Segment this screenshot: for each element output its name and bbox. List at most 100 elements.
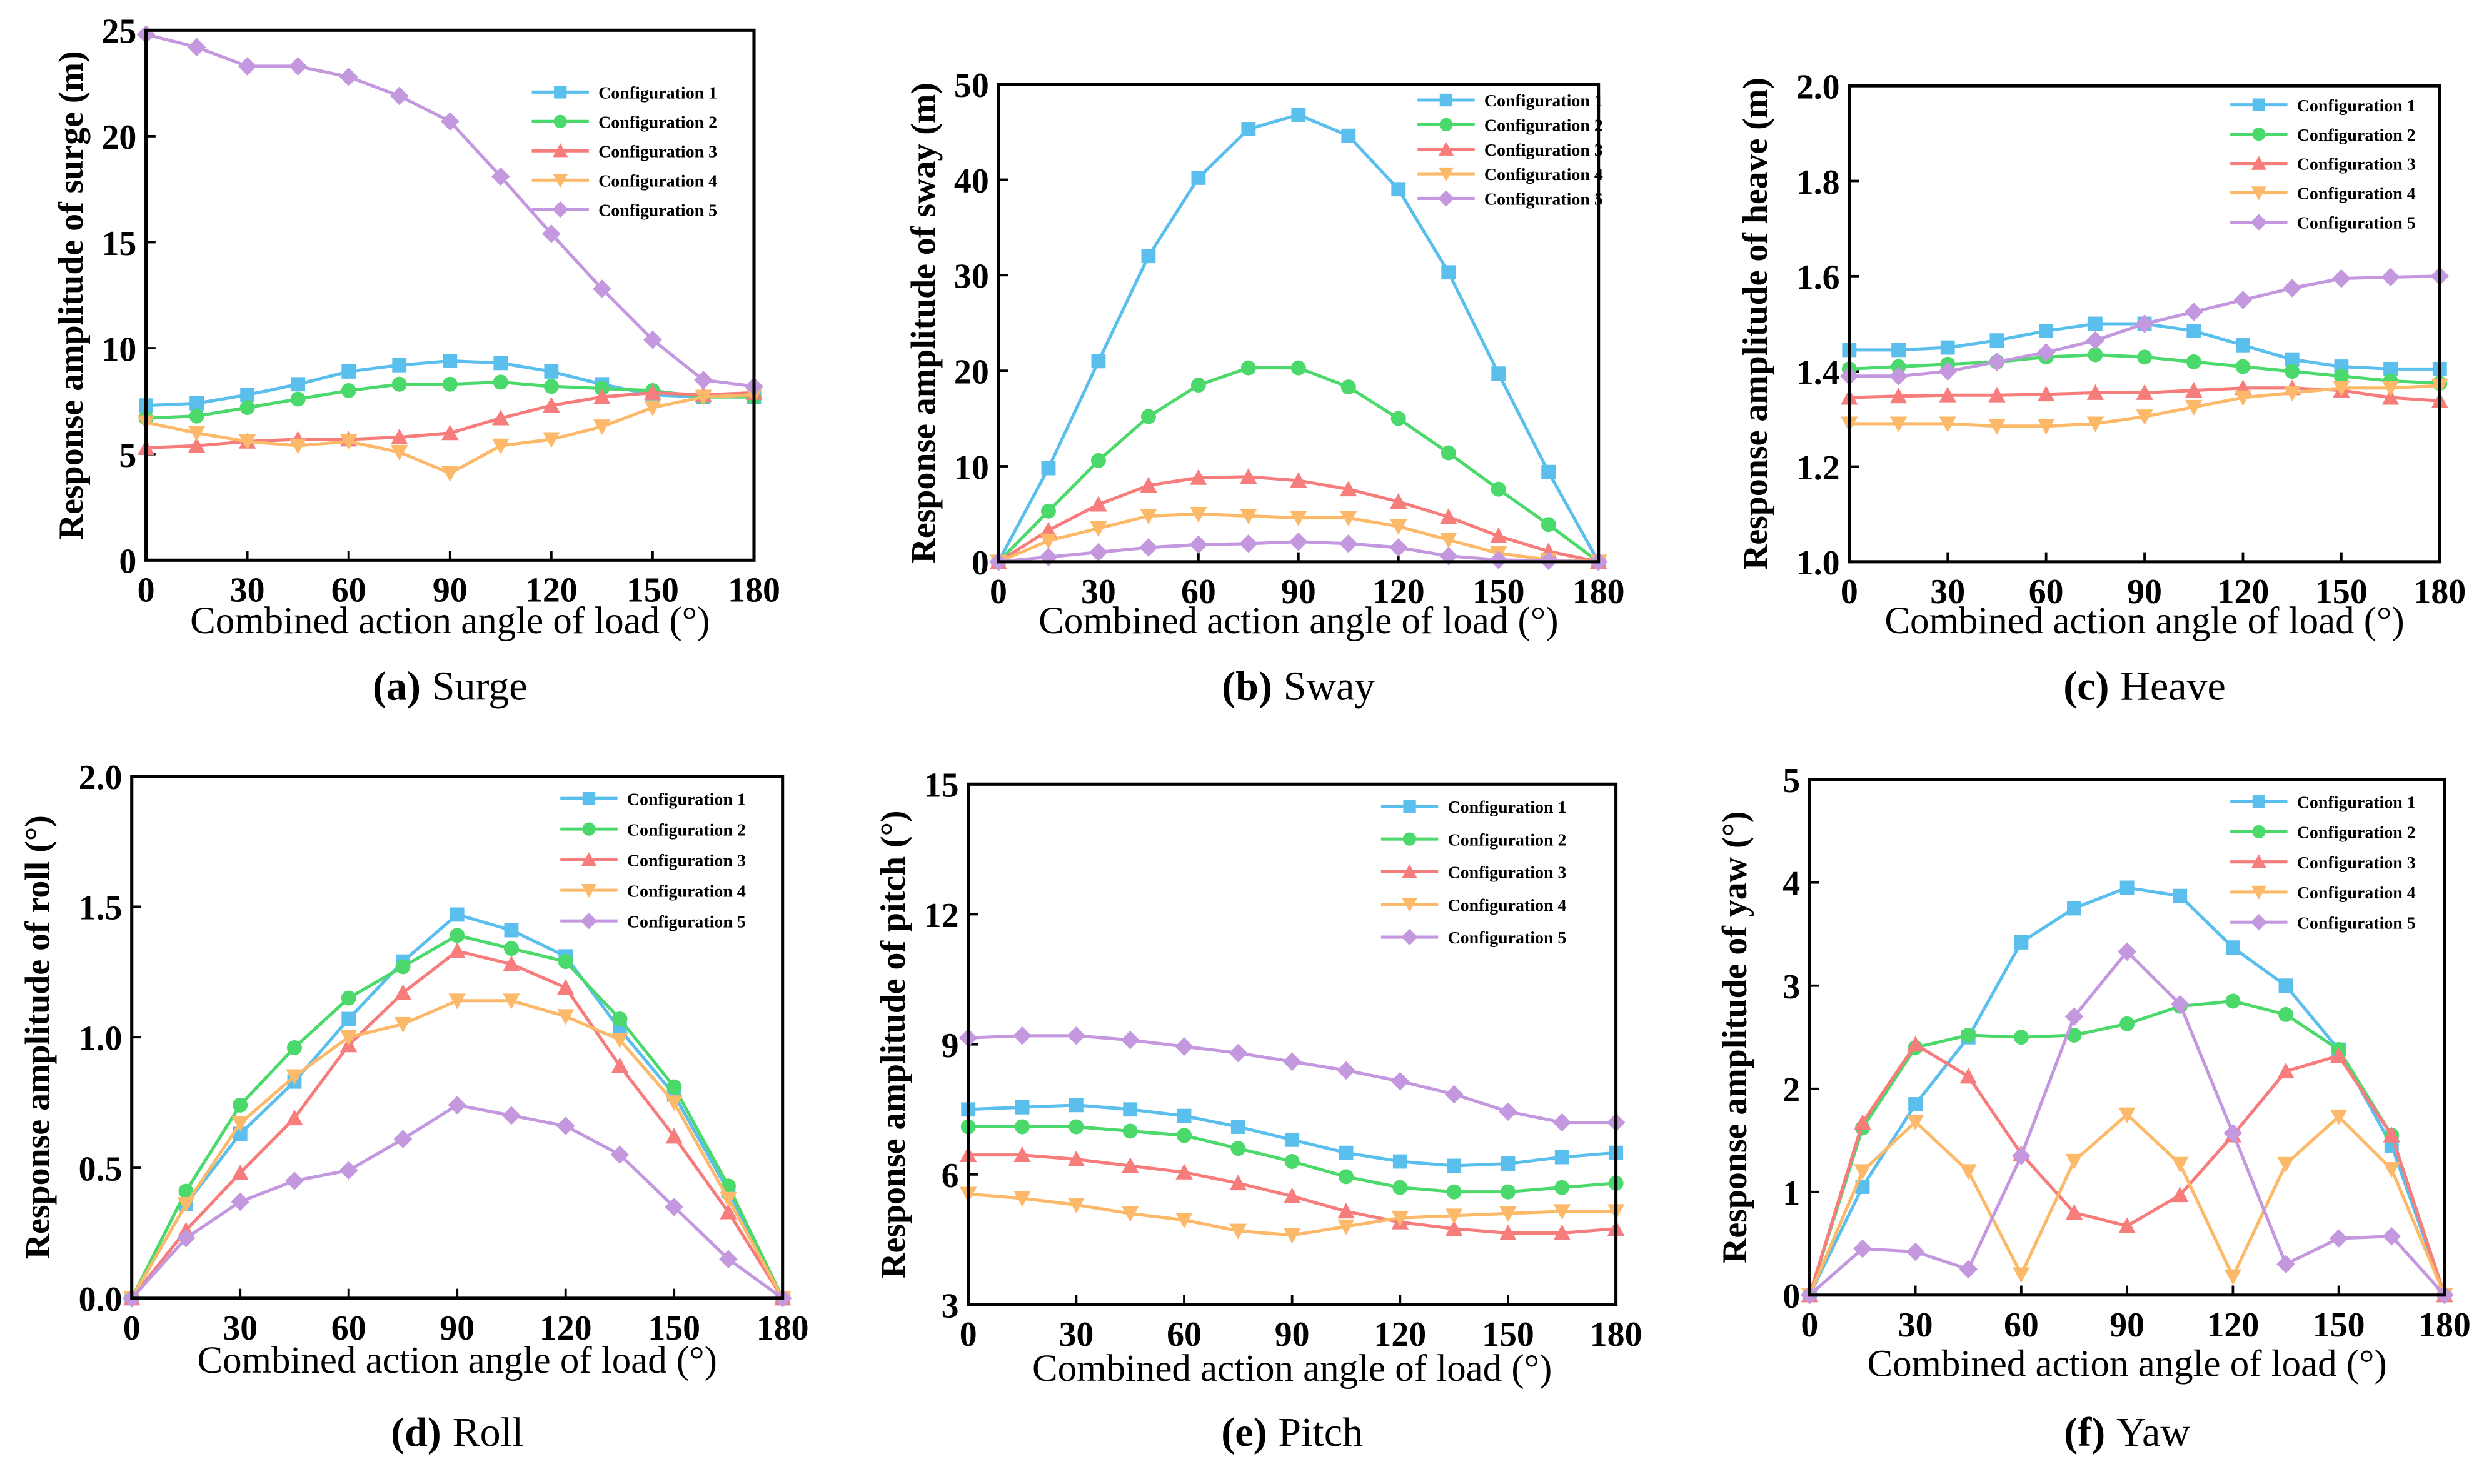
y-tick-label: 5 xyxy=(1783,761,1800,800)
legend-marker xyxy=(2251,186,2267,201)
y-axis-label: Response amplitude of pitch (°) xyxy=(874,810,913,1278)
data-point xyxy=(2067,901,2081,916)
series-line xyxy=(968,1034,1616,1125)
data-point xyxy=(2278,978,2293,993)
x-tick-label: 0 xyxy=(1841,573,1858,611)
y-tick-label: 12 xyxy=(924,896,959,935)
legend-label: Configuration 5 xyxy=(1447,928,1566,948)
data-point xyxy=(2283,279,2302,298)
data-point xyxy=(665,1128,683,1144)
data-point xyxy=(1938,362,1958,381)
data-point xyxy=(1440,533,1457,549)
plot-frame xyxy=(997,83,1601,564)
y-axis-label: Response amplitude of roll (°) xyxy=(19,815,58,1259)
y-tick-label: 2.0 xyxy=(79,758,123,797)
legend-label: Configuration 2 xyxy=(1447,830,1566,850)
data-point xyxy=(2184,303,2203,321)
series-config-2 xyxy=(1802,993,2452,1303)
legend-label: Configuration 5 xyxy=(627,912,746,931)
data-point xyxy=(176,1228,196,1248)
x-tick-label: 60 xyxy=(2029,573,2064,611)
data-point xyxy=(1447,1158,1462,1173)
data-point xyxy=(2186,354,2201,369)
series-config-5 xyxy=(1800,942,2454,1305)
data-point xyxy=(1090,521,1107,538)
data-point xyxy=(1229,1043,1248,1063)
y-tick-label: 40 xyxy=(954,162,989,201)
legend-label: Configuration 2 xyxy=(598,113,717,132)
data-point xyxy=(1040,533,1057,549)
legend-marker xyxy=(2252,98,2266,111)
data-point xyxy=(593,419,611,436)
legend-marker xyxy=(2252,127,2266,141)
data-point xyxy=(340,434,358,451)
y-tick-label: 1.2 xyxy=(1796,449,1840,488)
data-point xyxy=(1554,1150,1569,1165)
data-point xyxy=(1445,1208,1463,1225)
legend-marker xyxy=(1438,141,1454,156)
data-point xyxy=(1141,249,1156,264)
series-config-3 xyxy=(137,384,763,455)
caption-name: Yaw xyxy=(2116,1410,2190,1455)
data-point xyxy=(1445,1220,1463,1236)
data-point xyxy=(391,444,408,461)
data-point xyxy=(239,400,255,416)
data-point xyxy=(1499,1206,1517,1223)
data-point xyxy=(1140,409,1156,424)
legend-label: Configuration 2 xyxy=(2297,126,2416,145)
data-point xyxy=(558,954,573,970)
data-point xyxy=(286,1109,303,1126)
caption-name: Pitch xyxy=(1278,1410,1363,1455)
y-tick-label: 20 xyxy=(102,118,137,157)
x-tick-label: 60 xyxy=(2004,1306,2039,1345)
caption-letter: (c) xyxy=(2063,664,2109,709)
data-point xyxy=(288,57,308,76)
data-point xyxy=(2234,390,2252,406)
data-point xyxy=(491,167,510,186)
data-point xyxy=(2170,995,2190,1014)
series-config-2 xyxy=(124,928,790,1306)
data-point xyxy=(1069,1119,1084,1135)
legend-label: Configuration 4 xyxy=(1484,165,1603,184)
legend-label: Configuration 3 xyxy=(627,851,746,870)
x-tick-label: 60 xyxy=(1181,573,1216,611)
legend-marker xyxy=(582,791,596,805)
y-tick-label: 1.0 xyxy=(79,1020,123,1058)
series-config-4 xyxy=(123,993,792,1307)
data-point xyxy=(441,424,459,441)
data-point xyxy=(493,374,508,390)
data-point xyxy=(2119,880,2135,895)
data-point xyxy=(2330,1109,2348,1126)
data-point xyxy=(2012,1146,2031,1165)
series-config-3 xyxy=(1841,379,2449,408)
legend: Configuration 1 Configuration 2 Configurat… xyxy=(2230,96,2416,233)
x-tick-label: 90 xyxy=(440,1309,475,1348)
data-point xyxy=(1499,1102,1517,1121)
legend-label: Configuration 2 xyxy=(627,820,746,840)
y-tick-label: 1 xyxy=(1783,1174,1800,1213)
chart-panel-c: 0 30 60 90 120 150 180 1.0 1.2 1.4 1.6 1.8 2.0 Respon… xyxy=(1736,68,2466,709)
data-point xyxy=(1283,1187,1301,1203)
data-point xyxy=(286,1069,303,1085)
data-point xyxy=(1889,388,1908,404)
data-point xyxy=(1283,1228,1301,1244)
data-point xyxy=(1229,1223,1247,1240)
data-point xyxy=(543,432,560,448)
data-point xyxy=(231,1164,249,1180)
data-point xyxy=(1013,1026,1032,1045)
legend-label: Configuration 3 xyxy=(598,142,717,161)
x-tick-label: 120 xyxy=(525,571,578,609)
data-point xyxy=(1961,1027,1976,1043)
data-point xyxy=(1039,548,1058,567)
data-point xyxy=(503,941,519,956)
series-config-5 xyxy=(989,532,1608,571)
data-point xyxy=(1391,182,1406,197)
y-tick-label: 20 xyxy=(954,353,989,391)
data-point xyxy=(1120,1030,1140,1050)
data-point xyxy=(238,434,256,451)
data-point xyxy=(1939,386,1956,403)
data-point xyxy=(233,1097,248,1113)
x-tick-label: 180 xyxy=(1590,1315,1642,1354)
data-point xyxy=(1241,122,1256,136)
y-tick-label: 5 xyxy=(119,436,136,475)
